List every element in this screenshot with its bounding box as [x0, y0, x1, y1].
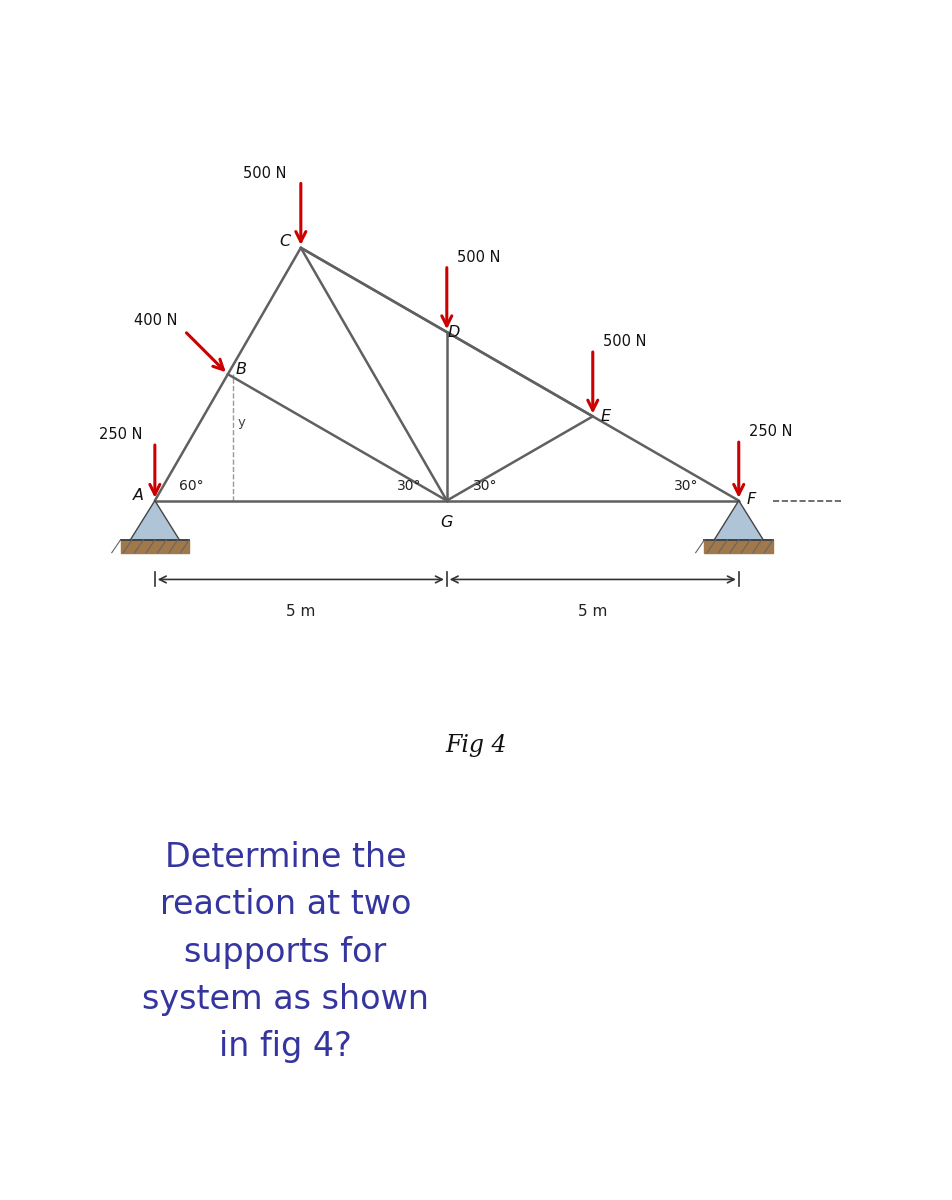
Text: 500 N: 500 N [243, 166, 287, 181]
Polygon shape [130, 500, 179, 540]
Text: 250 N: 250 N [749, 425, 793, 439]
Text: D: D [447, 324, 460, 340]
Text: 30°: 30° [472, 479, 497, 493]
Text: 5 m: 5 m [287, 604, 315, 619]
Text: Fig 4: Fig 4 [446, 734, 506, 757]
Text: 500 N: 500 N [604, 335, 646, 349]
Text: Determine the
reaction at two
supports for
system as shown
in fig 4?: Determine the reaction at two supports f… [142, 841, 429, 1063]
Text: 400 N: 400 N [134, 313, 177, 328]
Text: G: G [441, 515, 453, 530]
Text: 5 m: 5 m [578, 604, 607, 619]
Text: y: y [237, 415, 245, 428]
Polygon shape [714, 500, 764, 540]
Text: A: A [133, 488, 144, 504]
Text: B: B [235, 362, 247, 377]
Text: 60°: 60° [179, 479, 204, 493]
Text: 30°: 30° [397, 479, 421, 493]
Text: 500 N: 500 N [457, 250, 501, 265]
Text: F: F [747, 492, 756, 506]
Text: C: C [279, 234, 290, 250]
Text: 250 N: 250 N [98, 427, 142, 443]
Text: 30°: 30° [674, 479, 699, 493]
Text: E: E [601, 409, 610, 424]
